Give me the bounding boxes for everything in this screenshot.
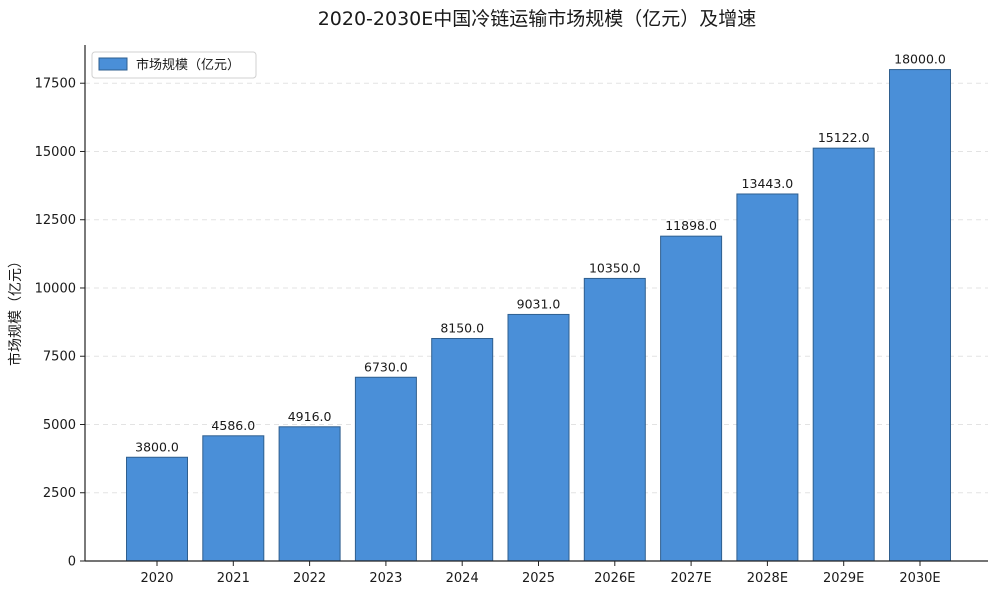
x-tick-label: 2020	[140, 571, 173, 586]
bar	[507, 313, 570, 562]
bar	[278, 426, 341, 562]
bar-value-label: 8150.0	[440, 320, 484, 335]
bars	[126, 69, 951, 562]
bar	[583, 277, 646, 562]
x-tick-label: 2028E	[747, 571, 788, 586]
x-tick-label: 2021	[217, 571, 250, 586]
y-tick-label: 5000	[43, 418, 76, 433]
legend-box	[91, 51, 257, 79]
bar-value-label: 4586.0	[211, 418, 255, 433]
x-axis-ticks: 2020 2021 2022 2023 2024 2025 2026E 2027E 2028E 2…	[140, 561, 941, 586]
bar-value-label: 13443.0	[742, 176, 794, 191]
y-tick-label: 17500	[35, 77, 76, 92]
y-tick-label: 15000	[35, 145, 76, 160]
chart-title: 2020-2030E中国冷链运输市场规模（亿元）及增速	[318, 8, 757, 30]
legend: 市场规模（亿元）	[91, 51, 257, 79]
y-axis-ticks: 0 2500 5000 7500 10000 12500 15000 17500	[35, 77, 85, 570]
bar	[431, 337, 494, 562]
bar-value-label: 10350.0	[589, 260, 641, 275]
y-tick-label: 0	[68, 555, 76, 570]
x-tick-label: 2027E	[670, 571, 711, 586]
axes	[84, 45, 988, 562]
legend-swatch	[98, 57, 128, 71]
bar-value-label: 3800.0	[135, 439, 179, 454]
bar-value-label: 18000.0	[894, 52, 946, 67]
bar	[354, 376, 417, 562]
bar-value-label: 4916.0	[288, 409, 332, 424]
bar	[812, 147, 875, 562]
bar-value-label: 11898.0	[665, 218, 717, 233]
bar-value-label: 9031.0	[517, 296, 561, 311]
bar-value-label: 15122.0	[818, 130, 870, 145]
x-tick-label: 2025	[522, 571, 555, 586]
bar	[202, 435, 265, 562]
legend-label: 市场规模（亿元）	[136, 57, 240, 73]
bar-value-label: 6730.0	[364, 359, 408, 374]
x-tick-label: 2024	[446, 571, 479, 586]
x-tick-label: 2029E	[823, 571, 864, 586]
bar	[889, 69, 951, 562]
y-tick-label: 2500	[43, 486, 76, 501]
data-labels: 3800.0 4586.0 4916.0 6730.0 8150.0 9031.0 1035…	[135, 52, 946, 455]
y-tick-label: 12500	[35, 213, 76, 228]
bar	[736, 193, 799, 562]
x-tick-label: 2022	[293, 571, 326, 586]
y-tick-label: 10000	[35, 281, 76, 296]
x-tick-label: 2026E	[594, 571, 635, 586]
y-tick-label: 7500	[43, 350, 76, 365]
y-axis-title: 市场规模（亿元）	[7, 254, 24, 366]
bar	[126, 456, 188, 562]
x-tick-label: 2030E	[899, 571, 940, 586]
x-tick-label: 2023	[369, 571, 402, 586]
bar	[660, 235, 723, 562]
